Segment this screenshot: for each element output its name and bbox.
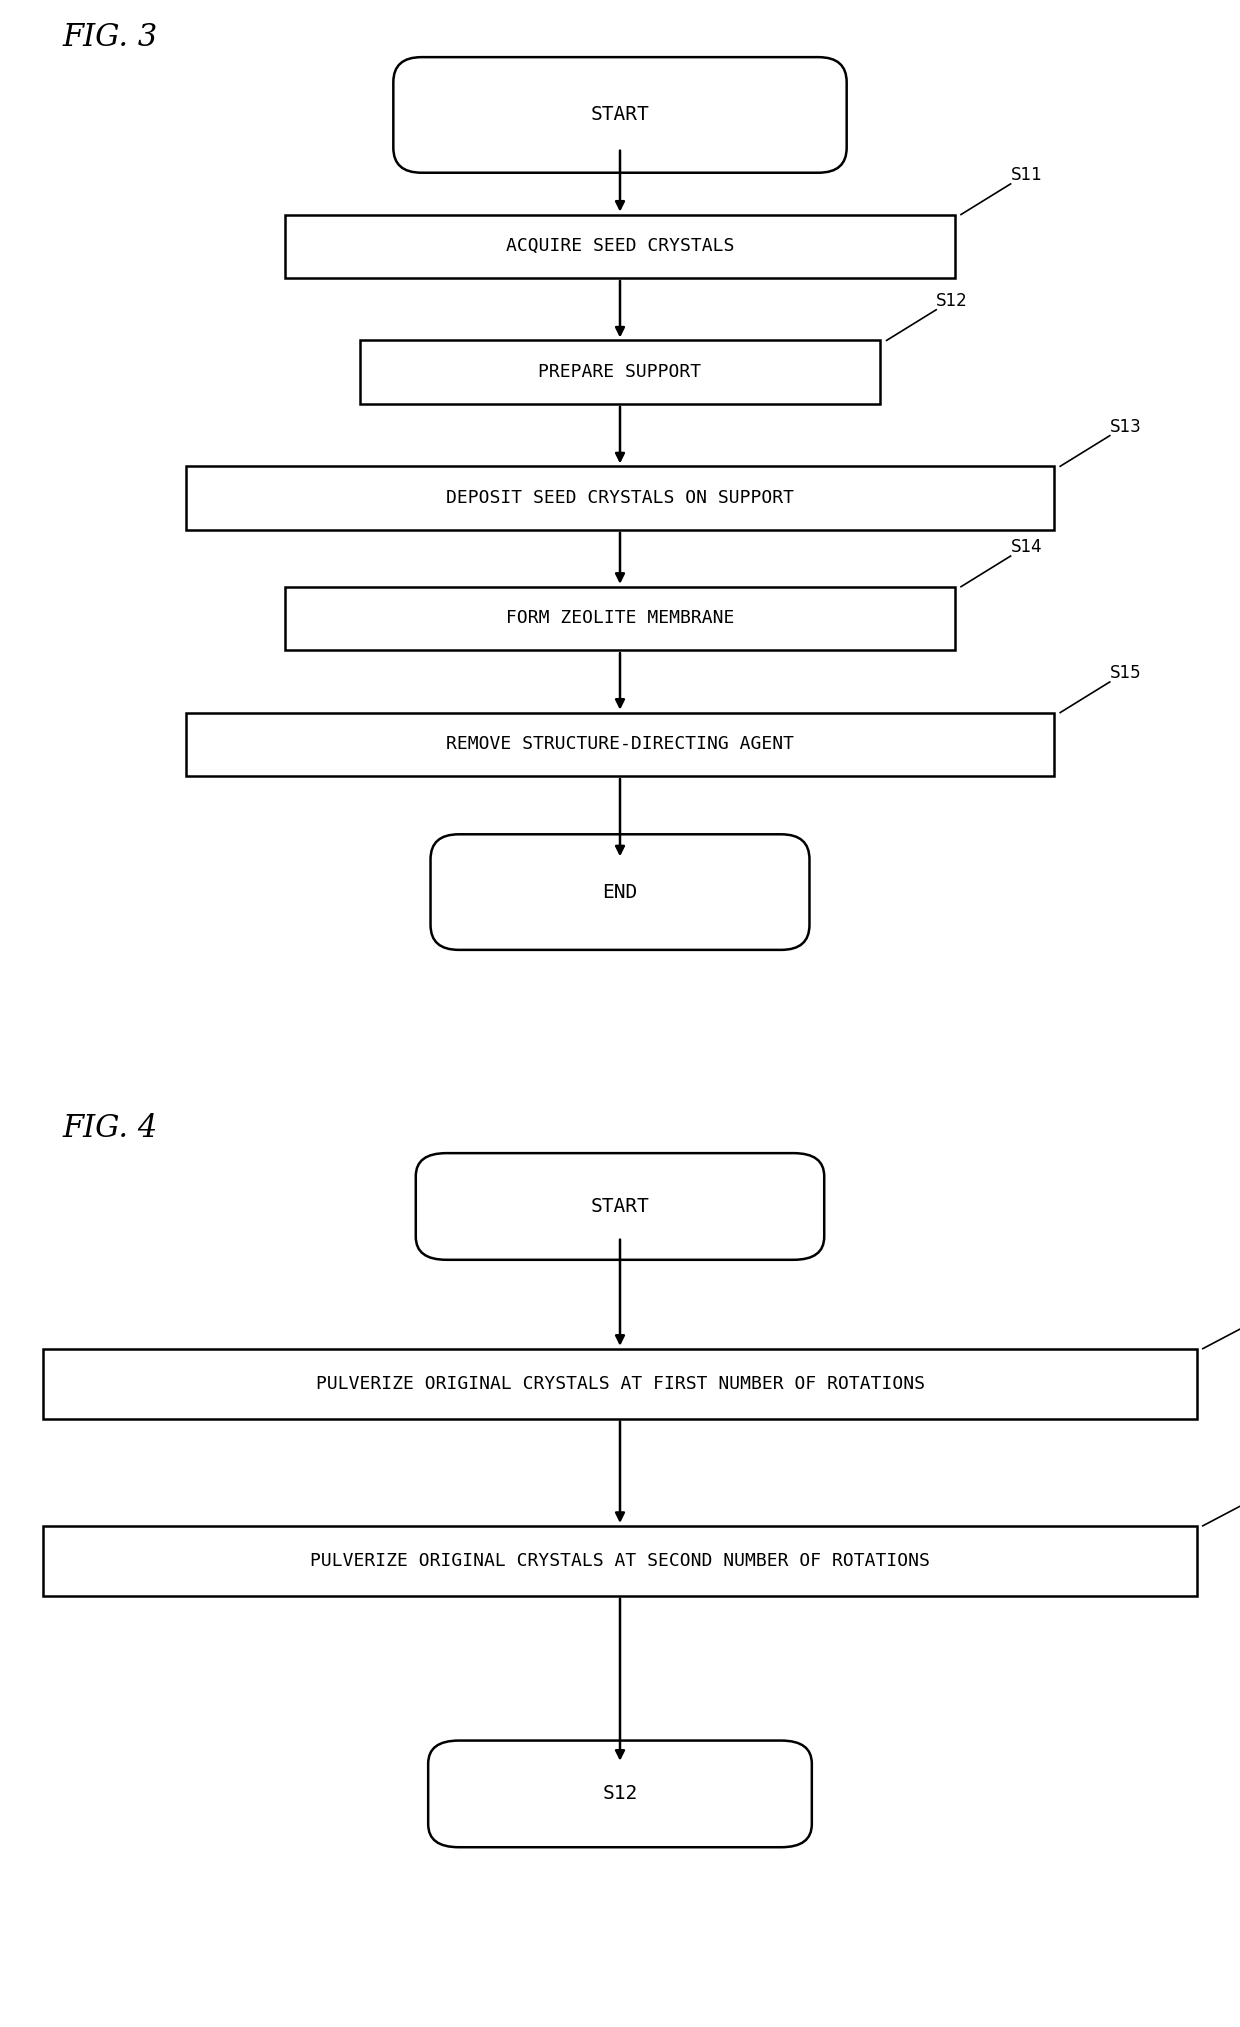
Text: S12: S12 — [603, 1784, 637, 1804]
Text: FIG. 3: FIG. 3 — [62, 22, 157, 53]
Text: START: START — [590, 1198, 650, 1216]
Text: S12: S12 — [936, 292, 968, 310]
Text: PULVERIZE ORIGINAL CRYSTALS AT FIRST NUMBER OF ROTATIONS: PULVERIZE ORIGINAL CRYSTALS AT FIRST NUM… — [315, 1374, 925, 1393]
Bar — [43, 1348, 1197, 1419]
Text: S14: S14 — [1011, 537, 1043, 555]
Text: ACQUIRE SEED CRYSTALS: ACQUIRE SEED CRYSTALS — [506, 237, 734, 255]
Text: PREPARE SUPPORT: PREPARE SUPPORT — [538, 363, 702, 381]
Bar — [186, 714, 1054, 776]
Text: REMOVE STRUCTURE-DIRECTING AGENT: REMOVE STRUCTURE-DIRECTING AGENT — [446, 736, 794, 754]
Bar — [43, 1526, 1197, 1595]
Bar — [186, 466, 1054, 529]
FancyBboxPatch shape — [430, 835, 810, 951]
Bar — [360, 341, 880, 403]
Text: S13: S13 — [1110, 418, 1142, 436]
FancyBboxPatch shape — [393, 57, 847, 172]
Text: END: END — [603, 882, 637, 902]
FancyBboxPatch shape — [428, 1741, 812, 1847]
Text: START: START — [590, 105, 650, 124]
Text: FIG. 4: FIG. 4 — [62, 1113, 157, 1143]
Bar — [285, 215, 955, 278]
Text: DEPOSIT SEED CRYSTALS ON SUPPORT: DEPOSIT SEED CRYSTALS ON SUPPORT — [446, 489, 794, 507]
FancyBboxPatch shape — [415, 1153, 825, 1261]
Text: S11: S11 — [1011, 166, 1043, 184]
Text: FORM ZEOLITE MEMBRANE: FORM ZEOLITE MEMBRANE — [506, 610, 734, 628]
Bar — [285, 586, 955, 651]
Text: S15: S15 — [1110, 665, 1142, 681]
Text: PULVERIZE ORIGINAL CRYSTALS AT SECOND NUMBER OF ROTATIONS: PULVERIZE ORIGINAL CRYSTALS AT SECOND NU… — [310, 1553, 930, 1569]
